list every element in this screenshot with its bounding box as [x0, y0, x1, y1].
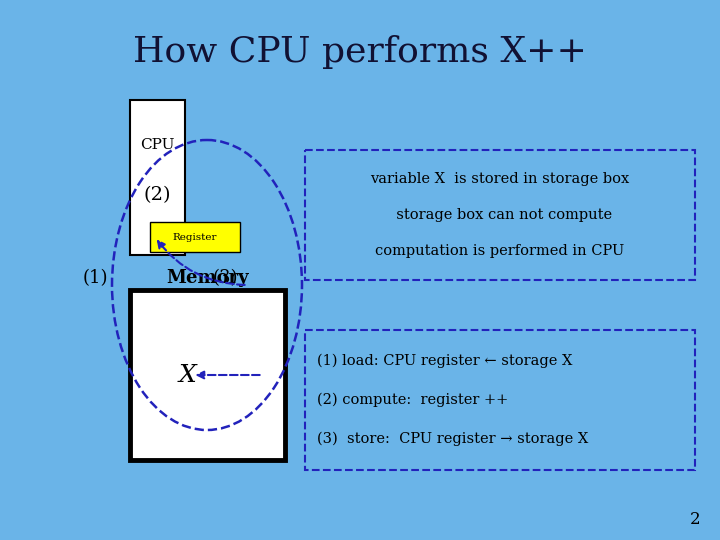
Text: Memory: Memory [166, 269, 249, 287]
Text: (3): (3) [212, 269, 238, 287]
Text: CPU: CPU [140, 138, 175, 152]
Text: Register: Register [173, 233, 217, 241]
Text: (1): (1) [82, 269, 108, 287]
Bar [130, 100, 185, 255]
Text: (1) load: CPU register ← storage X: (1) load: CPU register ← storage X [317, 354, 572, 368]
Text: computation is performed in CPU: computation is performed in CPU [375, 245, 625, 259]
Text: (2): (2) [144, 186, 171, 204]
Text: How CPU performs X++: How CPU performs X++ [133, 35, 587, 69]
Text: 2: 2 [690, 511, 701, 529]
Text: X: X [179, 363, 197, 387]
Text: storage box can not compute: storage box can not compute [387, 208, 613, 222]
Bar [150, 222, 240, 252]
Bar [305, 330, 695, 470]
Bar [130, 290, 285, 460]
Text: variable X  is stored in storage box: variable X is stored in storage box [370, 172, 629, 186]
Text: (2) compute:  register ++: (2) compute: register ++ [317, 393, 508, 407]
Bar [305, 150, 695, 280]
Text: (3)  store:  CPU register → storage X: (3) store: CPU register → storage X [317, 432, 588, 447]
